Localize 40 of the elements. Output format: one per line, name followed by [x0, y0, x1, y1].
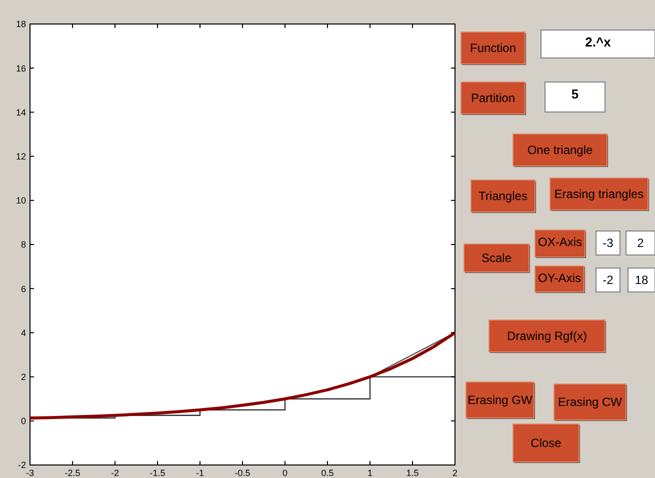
- button: Partition: [460, 82, 526, 115]
- y-tick-label: 10: [16, 196, 26, 206]
- y-tick-label: 8: [20, 240, 26, 250]
- x-tick-label: -0.5: [234, 468, 250, 478]
- input-field: 18: [628, 268, 655, 292]
- y-tick-label: 2: [20, 372, 26, 382]
- input-field: -3: [596, 230, 620, 256]
- input-field: -2: [596, 268, 620, 292]
- x-tick-label: -1: [196, 468, 204, 478]
- x-tick-label: -3: [26, 468, 34, 478]
- y-tick-label: 0: [20, 416, 26, 426]
- y-tick-label: 6: [20, 284, 26, 294]
- x-tick-label: 0.5: [321, 468, 334, 478]
- button: Drawing Rgf(x): [488, 320, 606, 353]
- button: OY-Axis: [534, 266, 585, 293]
- button: Erasing GW: [466, 382, 535, 419]
- x-tick-label: 2: [452, 468, 458, 478]
- x-tick-label: -1.5: [150, 468, 166, 478]
- button: Close: [512, 424, 580, 463]
- input-field: 5: [544, 82, 606, 112]
- y-tick-label: 16: [16, 63, 26, 74]
- x-tick-label: 1.5: [406, 468, 419, 478]
- button: Triangles: [470, 180, 536, 213]
- input-field: 2.^x: [540, 30, 655, 58]
- x-tick-label: 0: [282, 468, 288, 478]
- button: Erasing triangles: [550, 178, 649, 211]
- input-field: 2: [626, 230, 655, 256]
- x-tick-label: -2.5: [64, 468, 80, 478]
- y-tick-label: 4: [20, 328, 26, 338]
- button: One triangle: [512, 134, 608, 167]
- y-tick-label: 12: [16, 151, 26, 162]
- y-tick-label: -2: [18, 460, 26, 470]
- button: OX-Axis: [534, 230, 586, 258]
- x-tick-label: -2: [110, 468, 120, 478]
- y-tick-label: 18: [16, 19, 26, 30]
- y-tick-label: 14: [16, 107, 26, 118]
- button: Scale: [464, 244, 530, 273]
- x-tick-label: 1: [367, 468, 373, 478]
- button: Erasing CW: [554, 384, 627, 421]
- button: Function: [460, 32, 526, 65]
